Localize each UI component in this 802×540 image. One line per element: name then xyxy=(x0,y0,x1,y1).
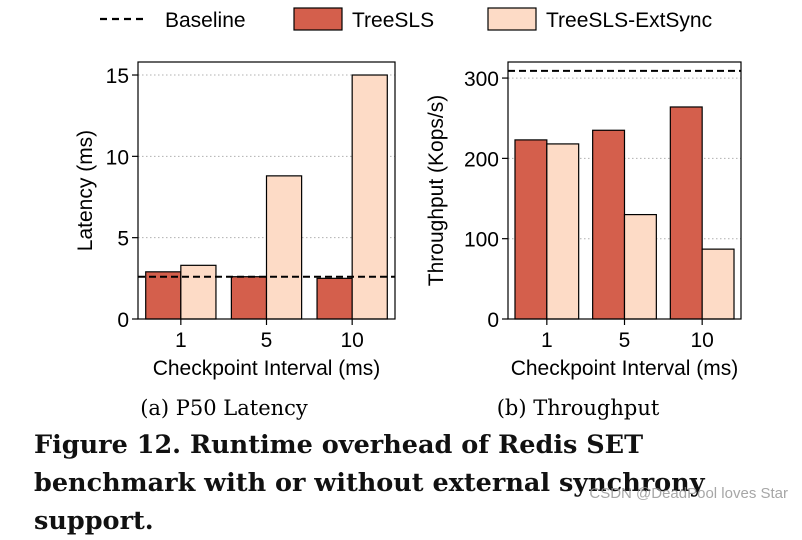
subcaption-latency: (a) P50 Latency xyxy=(140,396,308,420)
legend-extsync-swatch xyxy=(487,7,537,31)
latency-x-axis-label: Checkpoint Interval (ms) xyxy=(153,357,381,380)
throughput-y-tick-label: 200 xyxy=(464,148,499,171)
latency-y-tick-label: 0 xyxy=(117,309,129,332)
throughput-y-tick-label: 100 xyxy=(464,229,499,252)
latency-y-tick-label: 15 xyxy=(106,65,129,88)
legend-treesls-swatch xyxy=(293,7,343,31)
throughput-bar-extsync-5 xyxy=(623,213,657,320)
throughput-x-tick-label: 10 xyxy=(690,329,713,352)
latency-y-tick-label: 10 xyxy=(106,146,129,169)
throughput-x-tick-label: 1 xyxy=(541,329,553,352)
latency-bar-treesls-1 xyxy=(145,271,182,320)
throughput-bar-treesls-1 xyxy=(514,139,548,320)
throughput-bar-extsync-1 xyxy=(546,143,580,320)
figure: Baseline TreeSLS TreeSLS-ExtSync 1 5 10051… xyxy=(74,7,742,420)
latency-bar-extsync-10 xyxy=(351,74,388,320)
throughput-bar-extsync-10 xyxy=(701,248,735,320)
legend-baseline-label: Baseline xyxy=(165,9,246,32)
legend-treesls-label: TreeSLS xyxy=(352,9,434,32)
latency-bar-extsync-5 xyxy=(265,175,303,320)
throughput-bar-treesls-10 xyxy=(669,106,703,320)
throughput-x-tick-label: 5 xyxy=(619,329,631,352)
latency-axes-frame xyxy=(137,61,396,320)
watermark: CSDN @DeadPool loves Star xyxy=(589,485,788,502)
latency-x-tick-label: 5 xyxy=(261,329,273,352)
latency-bar-extsync-1 xyxy=(180,264,217,320)
throughput-y-axis-label: Throughput (Kops/s) xyxy=(425,95,448,286)
latency-y-tick-label: 5 xyxy=(117,228,129,251)
throughput-x-axis-label: Checkpoint Interval (ms) xyxy=(511,357,739,380)
figure-caption: Figure 12. Runtime overhead of Redis SET… xyxy=(34,430,705,536)
latency-bar-treesls-10 xyxy=(316,277,353,320)
throughput-y-tick-label: 0 xyxy=(487,309,499,332)
subcaption-throughput: (b) Throughput xyxy=(497,396,660,420)
throughput-axes-frame xyxy=(507,61,742,320)
latency-x-tick-label: 10 xyxy=(340,329,363,352)
legend-extsync-label: TreeSLS-ExtSync xyxy=(546,9,712,32)
legend: Baseline TreeSLS TreeSLS-ExtSync xyxy=(100,7,712,32)
throughput-bar-treesls-5 xyxy=(592,129,626,320)
throughput-y-tick-label: 300 xyxy=(464,68,499,91)
latency-y-axis-label: Latency (ms) xyxy=(74,130,97,251)
latency-bar-treesls-5 xyxy=(230,276,268,320)
latency-x-tick-label: 1 xyxy=(175,329,187,352)
